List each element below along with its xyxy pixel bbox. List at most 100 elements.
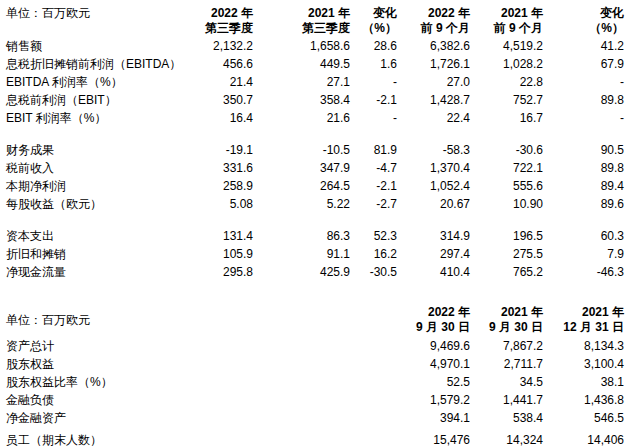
- value-cell: -2.7: [350, 195, 397, 213]
- value-cell: 2,711.7: [470, 355, 543, 373]
- value-cell: 86.3: [253, 227, 350, 245]
- value-cell: 297.4: [397, 245, 470, 263]
- table-row: 员工（期末人数）15,47614,32414,406: [6, 431, 637, 448]
- value-cell: -10.5: [253, 141, 350, 159]
- table-row: EBITDA 利润率（%）21.427.1-27.022.8-: [6, 73, 637, 91]
- value-cell: 7.9: [543, 245, 624, 263]
- value-cell: -2.1: [350, 177, 397, 195]
- value-cell: 89.8: [543, 91, 624, 109]
- row-label: 资本支出: [6, 227, 196, 245]
- value-cell: -2.1: [350, 91, 397, 109]
- value-cell: 89.4: [543, 177, 624, 195]
- table-row: 股东权益比率（%）52.534.538.1: [6, 373, 637, 391]
- value-cell: 331.6: [196, 159, 253, 177]
- column-header: 2022 年前 9 个月: [397, 6, 470, 36]
- table-row: 资本支出131.486.352.3314.9196.560.3: [6, 227, 637, 245]
- value-cell: 1,028.2: [470, 55, 543, 73]
- value-cell: 394.1: [397, 409, 470, 427]
- financial-summary-page: 单位：百万欧元 2022 年第三季度2021 年第三季度变化（%）2022 年前…: [0, 0, 637, 448]
- value-cell: 10.90: [470, 195, 543, 213]
- value-cell: 752.7: [470, 91, 543, 109]
- row-label: 股东权益比率（%）: [6, 373, 196, 391]
- row-label: 员工（期末人数）: [6, 431, 196, 448]
- value-cell: 449.5: [253, 55, 350, 73]
- column-header-line2: （%）: [543, 21, 624, 36]
- balance-sheet-section: 单位：百万欧元 2022 年9 月 30 日2021 年9 月 30 日2021…: [6, 305, 637, 448]
- column-header-line1: 变化: [350, 6, 397, 21]
- column-header: 2021 年12 月 31 日: [543, 305, 624, 335]
- value-cell: 16.7: [470, 109, 543, 127]
- value-cell: 89.8: [543, 159, 624, 177]
- value-cell: 765.2: [470, 263, 543, 281]
- row-label: 金融负债: [6, 391, 196, 409]
- table-row: 本期净利润258.9264.5-2.11,052.4555.689.4: [6, 177, 637, 195]
- value-cell: 425.9: [253, 263, 350, 281]
- value-cell: 410.4: [397, 263, 470, 281]
- column-header-line1: 2022 年: [397, 6, 470, 21]
- value-cell: 1,441.7: [470, 391, 543, 409]
- table-row: 资产总计 9,469.67,867.28,134.3: [6, 337, 637, 355]
- value-cell: 22.8: [470, 73, 543, 91]
- value-cell: 5.08: [196, 195, 253, 213]
- value-cell: 9,469.6: [397, 337, 470, 355]
- value-cell: 28.6: [350, 37, 397, 55]
- value-cell: 1,052.4: [397, 177, 470, 195]
- value-cell: 27.1: [253, 73, 350, 91]
- value-cell: 1,370.4: [397, 159, 470, 177]
- value-cell: 14,406: [543, 431, 624, 448]
- value-cell: -: [543, 109, 624, 127]
- value-cell: 27.0: [397, 73, 470, 91]
- row-group: 财务成果-19.1-10.581.9-58.3-30.690.5税前收入331.…: [6, 141, 637, 213]
- value-cell: 275.5: [470, 245, 543, 263]
- value-cell: 38.1: [543, 373, 624, 391]
- column-header: 2021 年前 9 个月: [470, 6, 543, 36]
- value-cell: 555.6: [470, 177, 543, 195]
- value-cell: 1,579.2: [397, 391, 470, 409]
- value-cell: 456.6: [196, 55, 253, 73]
- row-label: 资产总计: [6, 337, 196, 355]
- value-cell: 1,726.1: [397, 55, 470, 73]
- value-cell: 3,100.4: [543, 355, 624, 373]
- value-cell: 89.6: [543, 195, 624, 213]
- value-cell: 52.5: [397, 373, 470, 391]
- row-label: 息税前利润（EBIT）: [6, 91, 196, 109]
- row-label: 本期净利润: [6, 177, 196, 195]
- value-cell: 1,428.7: [397, 91, 470, 109]
- row-label: 折旧和摊销: [6, 245, 196, 263]
- value-cell: -19.1: [196, 141, 253, 159]
- row-label: 净现金流量: [6, 263, 196, 281]
- column-header-line2: 12 月 31 日: [543, 320, 624, 335]
- value-cell: 41.2: [543, 37, 624, 55]
- table-row: 销售额2,132.21,658.628.66,382.64,519.241.2: [6, 37, 637, 55]
- value-cell: 8,134.3: [543, 337, 624, 355]
- row-label: 销售额: [6, 37, 196, 55]
- value-cell: -4.7: [350, 159, 397, 177]
- value-cell: 546.5: [543, 409, 624, 427]
- value-cell: 1.6: [350, 55, 397, 73]
- table-row: 息税前利润（EBIT）350.7358.4-2.11,428.7752.789.…: [6, 91, 637, 109]
- header-row: 单位：百万欧元 2022 年9 月 30 日2021 年9 月 30 日2021…: [6, 305, 637, 335]
- value-cell: 52.3: [350, 227, 397, 245]
- row-label: EBITDA 利润率（%）: [6, 73, 196, 91]
- value-cell: 347.9: [253, 159, 350, 177]
- value-cell: 295.8: [196, 263, 253, 281]
- row-group: 资本支出131.486.352.3314.9196.560.3折旧和摊销105.…: [6, 227, 637, 281]
- column-header-line2: 9 月 30 日: [397, 320, 470, 335]
- table-row: EBIT 利润率（%）16.421.6-22.416.7-: [6, 109, 637, 127]
- value-cell: 350.7: [196, 91, 253, 109]
- value-cell: 7,867.2: [470, 337, 543, 355]
- income-statement-section: 单位：百万欧元 2022 年第三季度2021 年第三季度变化（%）2022 年前…: [6, 6, 637, 281]
- value-cell: 264.5: [253, 177, 350, 195]
- value-cell: 21.6: [253, 109, 350, 127]
- value-cell: -: [543, 73, 624, 91]
- table-row: 金融负债1,579.21,441.71,436.8: [6, 391, 637, 409]
- column-header: 2021 年第三季度: [253, 6, 350, 36]
- column-header: 2022 年第三季度: [196, 6, 253, 36]
- value-cell: 4,519.2: [470, 37, 543, 55]
- column-header-line2: 第三季度: [196, 21, 253, 36]
- value-cell: 16.2: [350, 245, 397, 263]
- value-cell: 14,324: [470, 431, 543, 448]
- row-label: 股东权益: [6, 355, 196, 373]
- table-row: 净现金流量295.8425.9-30.5410.4765.2-46.3: [6, 263, 637, 281]
- table-row: 财务成果-19.1-10.581.9-58.3-30.690.5: [6, 141, 637, 159]
